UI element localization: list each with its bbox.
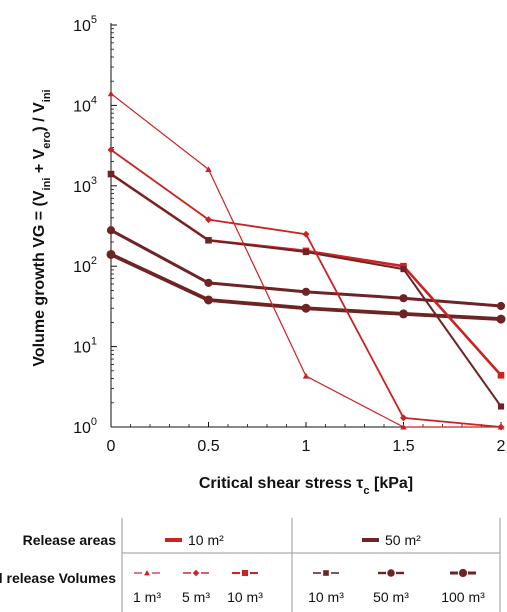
series-2 bbox=[107, 170, 505, 379]
x-tick-label: 0.5 bbox=[197, 438, 219, 455]
legend-entry: 5 m³ bbox=[182, 569, 210, 605]
x-tick-label: 0 bbox=[107, 438, 116, 455]
data-point bbox=[400, 266, 407, 273]
y-tick-label: 102 bbox=[73, 255, 97, 276]
data-point bbox=[107, 146, 115, 154]
legend-volume-label: 50 m³ bbox=[373, 589, 409, 605]
data-point bbox=[497, 423, 505, 430]
legend-entry: 10 m³ bbox=[308, 570, 344, 605]
data-point bbox=[204, 278, 213, 287]
data-point bbox=[302, 372, 310, 379]
data-point bbox=[497, 403, 505, 410]
legend-marker bbox=[387, 569, 395, 577]
legend-marker bbox=[192, 569, 200, 577]
legend-entry: 50 m³ bbox=[373, 569, 409, 605]
legend-marker bbox=[323, 570, 329, 576]
legend-volume-label: 1 m³ bbox=[133, 589, 161, 605]
data-point bbox=[301, 287, 311, 296]
x-tick-label: 1 bbox=[302, 438, 311, 455]
series-3 bbox=[107, 170, 505, 410]
data-point bbox=[302, 248, 310, 256]
data-point bbox=[399, 294, 408, 303]
y-tick-label: 105 bbox=[73, 14, 97, 35]
x-tick-label: 1.5 bbox=[392, 438, 414, 455]
x-axis-title: Critical shear stress τc [kPa] bbox=[199, 475, 413, 497]
y-axis-title: Volume growth VG = (Vini + Vero) / Vini bbox=[31, 89, 53, 366]
data-point bbox=[496, 301, 506, 311]
data-point bbox=[205, 237, 212, 244]
series-layer bbox=[106, 90, 506, 431]
legend-volume-items: 1 m³ 5 m³ 10 m³ 10 m³ 50 m³ 100 m³ bbox=[133, 568, 485, 605]
legend-area-10-label: 10 m² bbox=[188, 532, 224, 548]
series-0 bbox=[107, 90, 505, 430]
data-point bbox=[107, 90, 115, 97]
y-tick-label: 100 bbox=[73, 416, 97, 437]
series-4 bbox=[106, 226, 506, 311]
data-point bbox=[205, 166, 212, 172]
data-point bbox=[301, 303, 311, 313]
legend-entry: 10 m³ bbox=[227, 569, 263, 605]
data-point bbox=[497, 371, 505, 379]
data-point bbox=[302, 230, 310, 238]
legend-volume-label: 100 m³ bbox=[441, 589, 485, 605]
legend-volume-label: 10 m³ bbox=[308, 589, 344, 605]
legend-marker bbox=[241, 569, 249, 577]
y-tick-label: 101 bbox=[73, 336, 97, 357]
legend-volumes-label: Initial release Volumes bbox=[0, 570, 116, 586]
legend-volume-label: 5 m³ bbox=[182, 589, 210, 605]
legend-volume-label: 10 m³ bbox=[227, 589, 263, 605]
data-point bbox=[106, 226, 116, 235]
y-tick-label: 103 bbox=[73, 175, 97, 196]
axes: 100 101 102 103 104 105 0 0.5 1 1.5 2 bbox=[73, 14, 505, 455]
data-point bbox=[496, 314, 506, 324]
x-tick-label: 2 bbox=[497, 438, 506, 455]
series-line bbox=[110, 172, 502, 377]
data-point bbox=[205, 216, 212, 224]
legend-entry: 1 m³ bbox=[133, 570, 161, 605]
legend: Release areas Initial release Volumes 10… bbox=[0, 518, 501, 612]
legend-marker bbox=[458, 568, 468, 578]
legend-area-50-label: 50 m² bbox=[385, 532, 421, 548]
volume-growth-chart: 100 101 102 103 104 105 0 0.5 1 1.5 2 Volume growt… bbox=[31, 14, 506, 497]
legend-areas-label: Release areas bbox=[23, 532, 117, 548]
y-tick-label: 104 bbox=[73, 94, 97, 115]
data-point bbox=[107, 170, 115, 178]
legend-entry: 100 m³ bbox=[441, 568, 485, 605]
data-point bbox=[204, 295, 213, 305]
data-point bbox=[400, 423, 407, 430]
data-point bbox=[400, 414, 407, 422]
legend-marker bbox=[144, 570, 150, 576]
data-point bbox=[399, 309, 408, 319]
data-point bbox=[106, 249, 116, 259]
